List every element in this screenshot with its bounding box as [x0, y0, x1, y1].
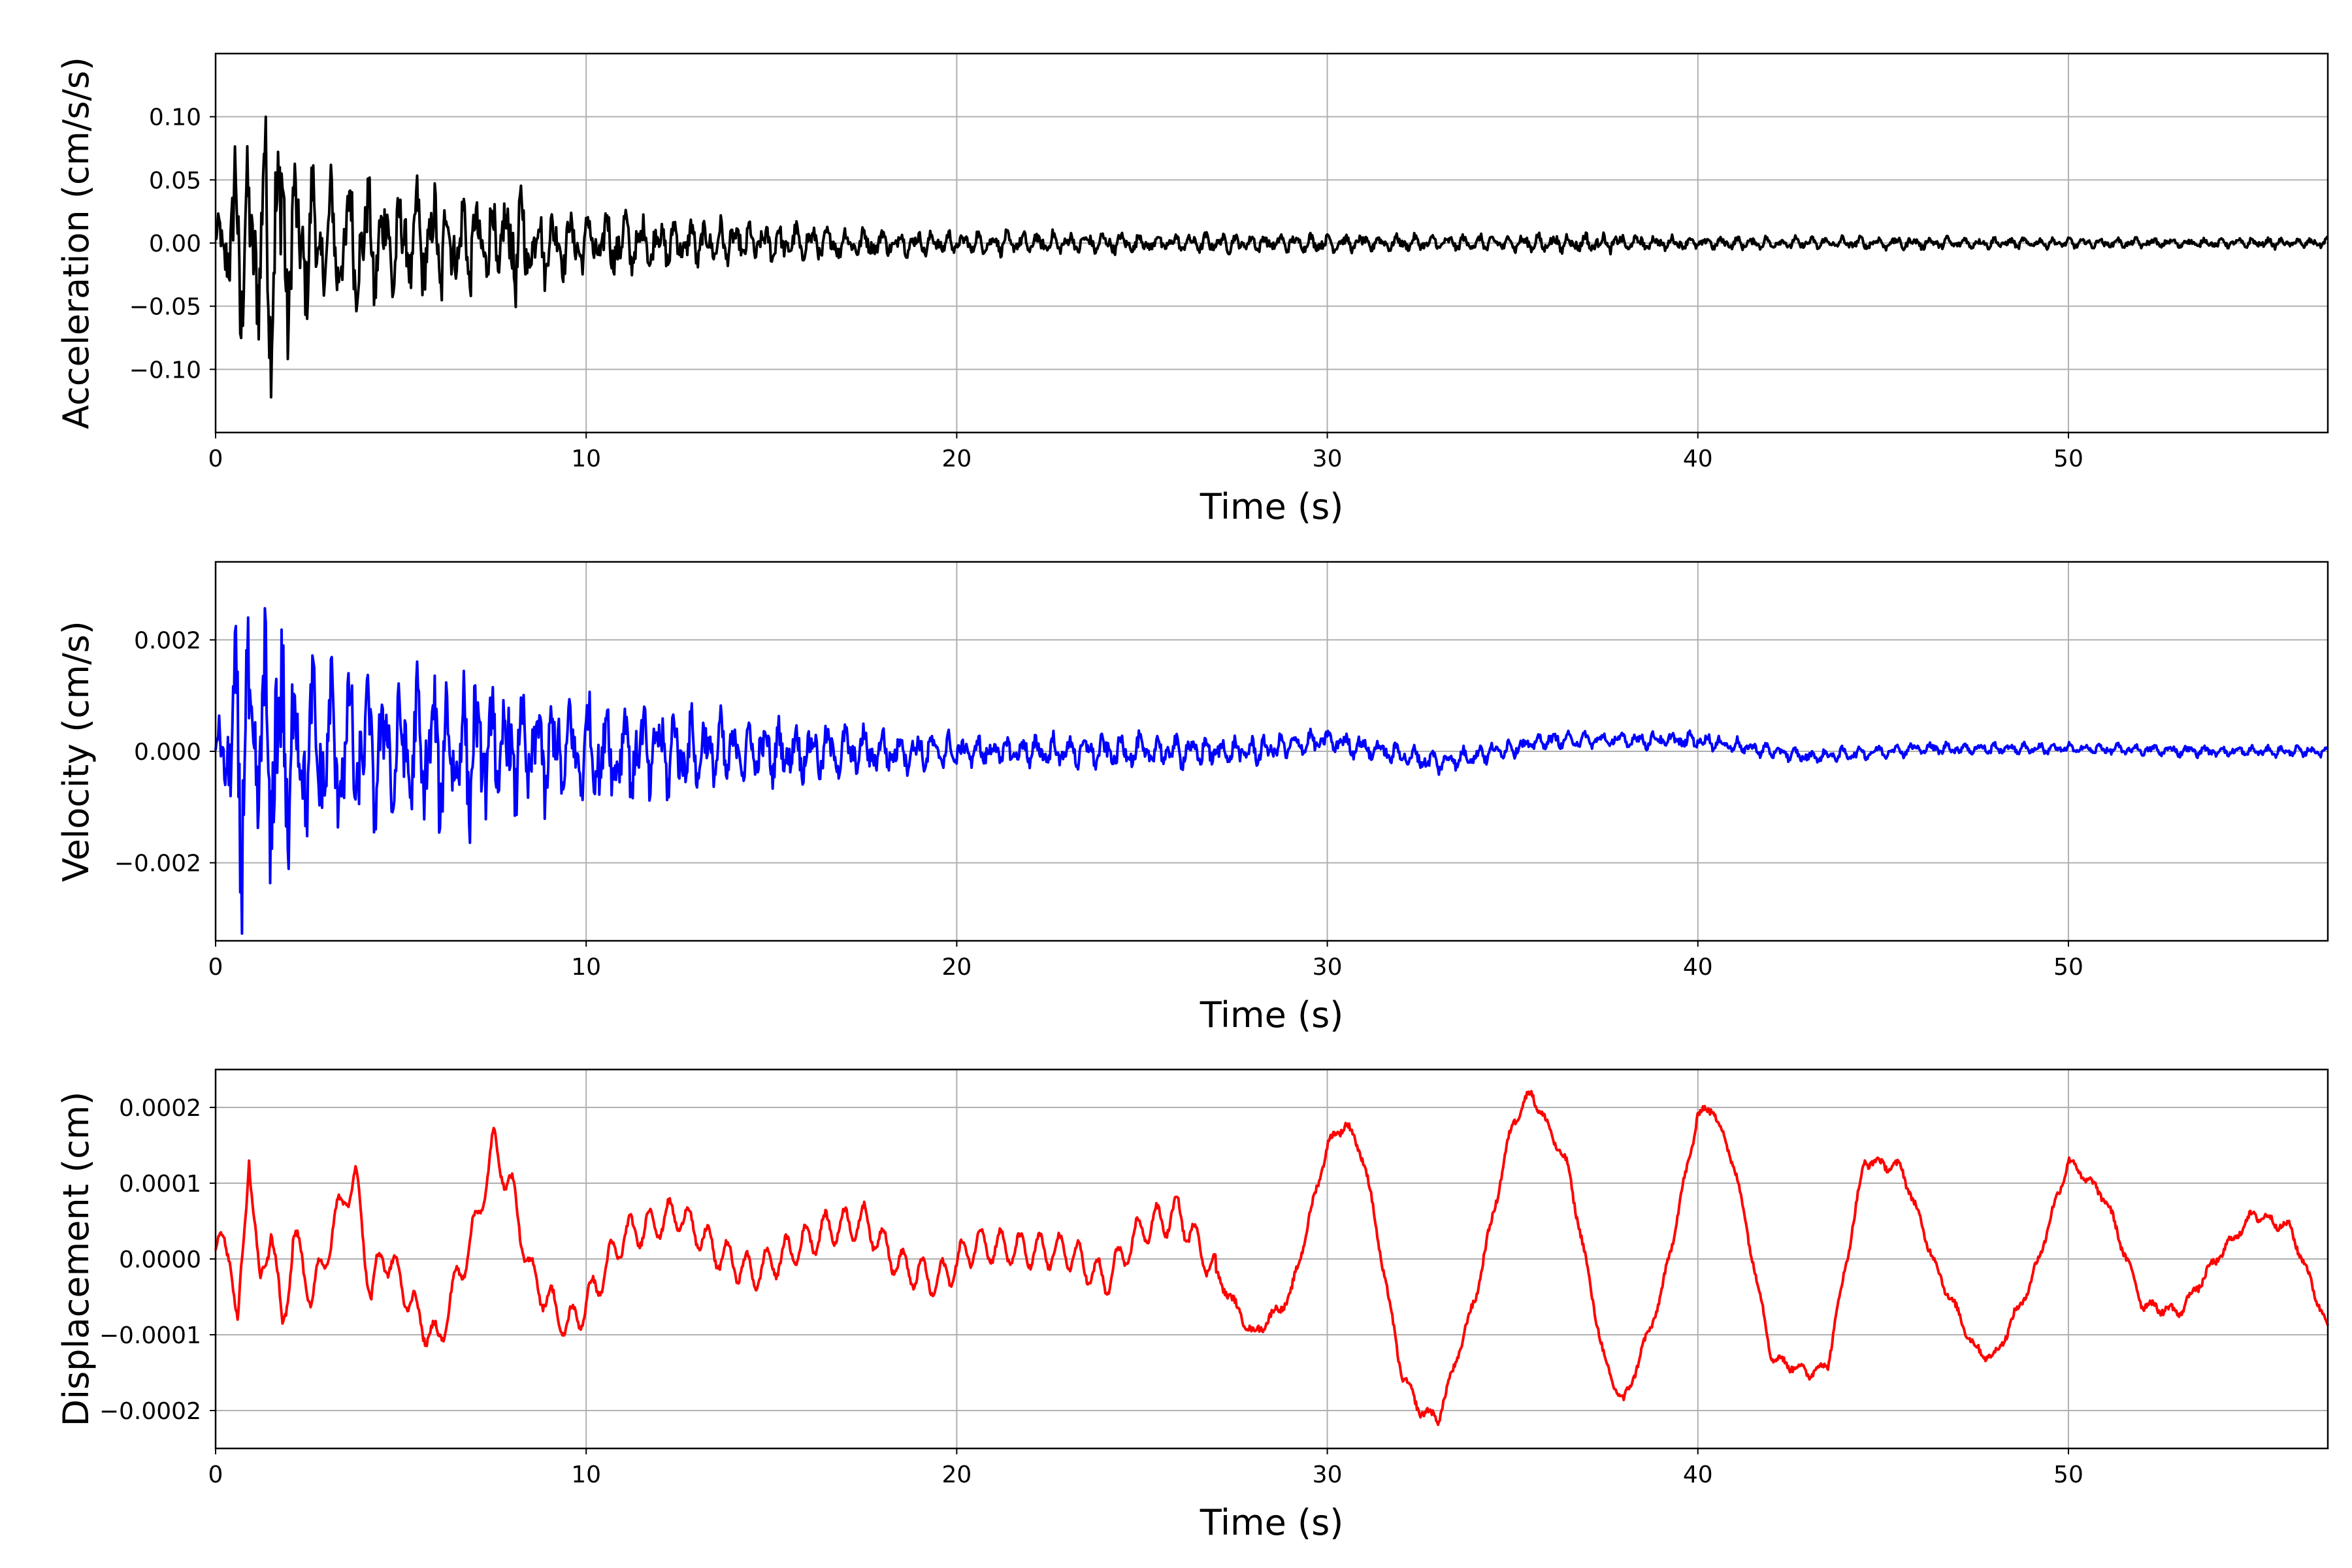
displacement-y-tick-label: −0.0002	[99, 1398, 201, 1425]
acceleration-series	[214, 115, 2329, 399]
acceleration-x-tick-label: 50	[2053, 446, 2083, 472]
velocity-x-tick-label: 20	[941, 954, 972, 981]
displacement-x-ticks: 0 10 20 30 40 50	[208, 1448, 2083, 1488]
acceleration-y-tick-label: −0.05	[129, 294, 201, 321]
acceleration-x-tick-label: 20	[941, 446, 972, 472]
acceleration-x-tick-label: 40	[1683, 446, 1713, 472]
velocity-y-tick-label: 0.000	[134, 739, 201, 766]
acceleration-y-ticks: −0.10 −0.05 0.00 0.05 0.10	[129, 105, 216, 384]
displacement-y-tick-label: −0.0001	[99, 1322, 201, 1349]
displacement-line	[214, 1090, 2329, 1426]
acceleration-x-ticks: 0 10 20 30 40 50	[208, 433, 2083, 472]
velocity-x-axis-label: Time (s)	[1200, 994, 1344, 1036]
displacement-y-axis-label: Displacement (cm)	[56, 1092, 97, 1427]
displacement-x-tick-label: 30	[1313, 1462, 1343, 1488]
displacement-x-tick-label: 10	[571, 1462, 601, 1488]
velocity-x-tick-label: 0	[208, 954, 223, 981]
acceleration-grid	[215, 54, 2328, 433]
velocity-y-ticks: −0.002 0.000 0.002	[114, 627, 216, 877]
acceleration-x-tick-label: 30	[1313, 446, 1343, 472]
velocity-line	[214, 607, 2328, 935]
velocity-y-axis-label: Velocity (cm/s)	[56, 621, 97, 882]
displacement-y-tick-label: 0.0001	[119, 1171, 201, 1198]
acceleration-x-tick-label: 10	[571, 446, 601, 472]
acceleration-panel: 0 10 20 30 40 50 −0.10 −0.05 0.00 0.05 0.10 Time …	[56, 52, 2329, 527]
displacement-panel: 0 10 20 30 40 50 −0.0002 −0.0001 0.0000 0.0001 0.…	[56, 1068, 2329, 1543]
displacement-x-tick-label: 20	[941, 1462, 972, 1488]
velocity-panel: 0 10 20 30 40 50 −0.002 0.000 0.002 Time (s) Ve…	[56, 561, 2329, 1036]
velocity-series	[214, 607, 2328, 935]
displacement-y-ticks: −0.0002 −0.0001 0.0000 0.0001 0.0002	[99, 1095, 216, 1425]
velocity-x-tick-label: 30	[1313, 954, 1343, 981]
displacement-y-tick-label: 0.0002	[119, 1095, 201, 1122]
displacement-x-tick-label: 40	[1683, 1462, 1713, 1488]
acceleration-line	[214, 115, 2329, 399]
acceleration-y-axis-label: Acceleration (cm/s/s)	[56, 57, 97, 429]
velocity-x-ticks: 0 10 20 30 40 50	[208, 941, 2083, 981]
acceleration-x-tick-label: 0	[208, 446, 223, 472]
velocity-x-tick-label: 40	[1683, 954, 1713, 981]
displacement-series	[214, 1090, 2329, 1426]
acceleration-y-tick-label: 0.00	[149, 231, 201, 257]
velocity-x-tick-label: 10	[571, 954, 601, 981]
acceleration-y-tick-label: −0.10	[129, 357, 201, 384]
velocity-x-tick-label: 50	[2053, 954, 2083, 981]
displacement-x-tick-label: 0	[208, 1462, 223, 1488]
acceleration-y-tick-label: 0.05	[149, 167, 201, 194]
acceleration-y-tick-label: 0.10	[149, 105, 201, 131]
displacement-x-tick-label: 50	[2053, 1462, 2083, 1488]
velocity-y-tick-label: 0.002	[134, 627, 201, 654]
velocity-y-tick-label: −0.002	[114, 851, 201, 877]
displacement-y-tick-label: 0.0000	[119, 1247, 201, 1273]
acceleration-x-axis-label: Time (s)	[1200, 486, 1344, 527]
displacement-x-axis-label: Time (s)	[1200, 1502, 1344, 1543]
